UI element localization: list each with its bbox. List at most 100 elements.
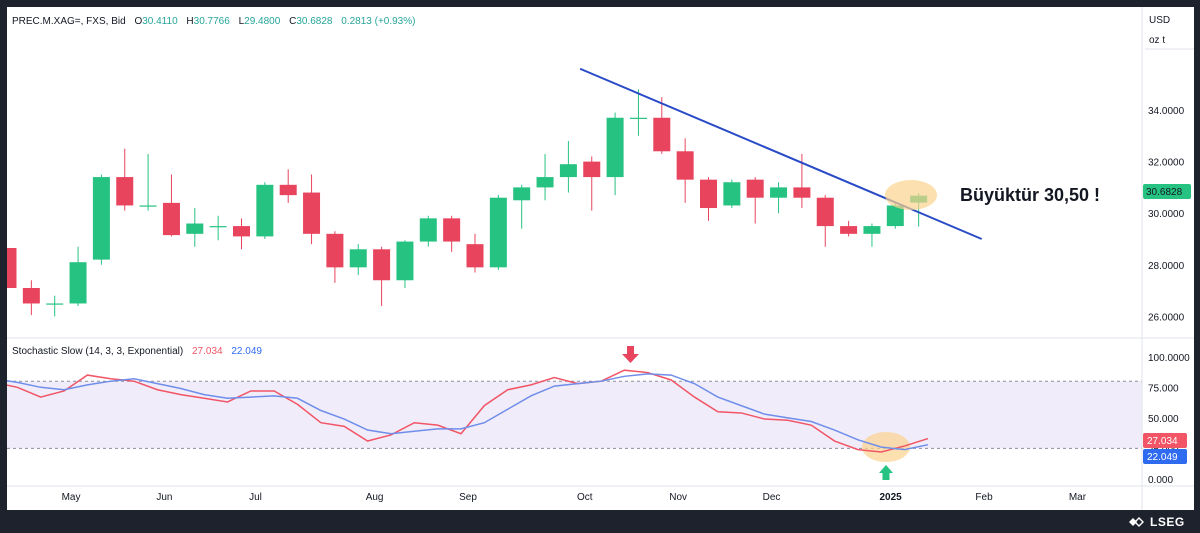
symbol-label: PREC.M.XAG=, FXS, Bid <box>12 16 126 27</box>
price-tick-label: 28.0000 <box>1148 261 1185 272</box>
stoch-tick-label: 100.0000 <box>1148 353 1190 364</box>
candle <box>770 182 788 214</box>
time-tick-label: Nov <box>669 492 687 503</box>
time-tick-label: May <box>62 492 81 503</box>
candle <box>583 156 601 211</box>
candle-body <box>419 218 437 242</box>
candle <box>7 248 17 288</box>
d-value-label: 22.049 <box>1147 452 1178 463</box>
breakout-highlight <box>885 180 937 210</box>
stoch-k-line <box>7 369 929 453</box>
open-value: 30.4110 <box>142 16 178 27</box>
candle <box>466 233 484 273</box>
candle <box>46 295 64 317</box>
k-value-label: 27.034 <box>1147 436 1178 447</box>
time-tick-label: Mar <box>1069 492 1087 503</box>
lseg-logo-icon <box>1129 517 1144 527</box>
stoch-tick-label: 50.000 <box>1148 414 1179 425</box>
candle <box>676 138 694 203</box>
trend-line <box>579 67 983 240</box>
candle-body <box>583 161 601 178</box>
time-tick-label: Jul <box>249 492 262 503</box>
candle-body <box>116 177 134 206</box>
watermark-text: LSEG <box>1150 515 1185 529</box>
time-axis: May Jun Jul Aug Sep Oct Nov Dec 2025 Feb Mar <box>62 492 1087 503</box>
candle-body <box>46 303 64 305</box>
candle-body <box>886 205 904 227</box>
time-tick-label: Sep <box>459 492 477 503</box>
candle <box>186 208 204 247</box>
chart-svg[interactable]: 26.0000 28.0000 30.0000 32.0000 34.0000 0.00… <box>7 7 1194 510</box>
candle-body <box>840 226 858 234</box>
candle-body <box>69 262 87 304</box>
candle-body <box>186 223 204 234</box>
down-arrow-icon <box>622 346 639 363</box>
candle <box>303 174 321 245</box>
candle-body <box>303 192 321 234</box>
candle <box>606 112 624 196</box>
candle <box>279 169 297 203</box>
stoch-d-line <box>7 373 929 451</box>
high-value: 30.7766 <box>194 16 231 27</box>
candle-body <box>349 249 367 268</box>
change-value: 0.2813 (+0.93%) <box>341 16 415 27</box>
candle-body <box>396 241 414 281</box>
candle-body <box>466 244 484 268</box>
candle-body <box>559 164 577 178</box>
k-value-badge <box>1143 433 1187 448</box>
candle <box>816 195 834 247</box>
candle <box>256 182 274 239</box>
stoch-d-legend: 22.049 <box>231 346 262 357</box>
candle-body <box>139 205 157 207</box>
candle <box>886 202 904 229</box>
candle-body <box>326 233 344 268</box>
time-tick-label: Oct <box>577 492 593 503</box>
candle <box>536 153 554 201</box>
time-tick-label: Dec <box>763 492 781 503</box>
candle <box>22 280 40 316</box>
candle <box>92 174 110 265</box>
candle-body <box>443 218 461 242</box>
stoch-legend: Stochastic Slow (14, 3, 3, Exponential) … <box>12 346 262 357</box>
candle-body <box>536 177 554 188</box>
candle-body <box>233 226 250 237</box>
time-tick-label: Jun <box>156 492 172 503</box>
candle <box>629 89 647 136</box>
candle-body <box>92 177 110 260</box>
lseg-watermark: LSEG <box>1128 513 1185 531</box>
candle-body <box>863 226 881 234</box>
time-tick-label: Aug <box>366 492 384 503</box>
up-arrow-icon <box>879 465 893 480</box>
time-tick-label: 2025 <box>880 492 903 503</box>
candle <box>700 177 717 221</box>
candle <box>559 140 577 193</box>
price-axis: 26.0000 28.0000 30.0000 32.0000 34.0000 <box>1148 106 1185 323</box>
stoch-lines-group <box>7 369 929 453</box>
stoch-tick-label: 0.000 <box>1148 475 1173 486</box>
candle-body <box>700 179 717 209</box>
time-tick-label: Feb <box>975 492 993 503</box>
candle <box>139 153 157 211</box>
candle-body <box>373 249 391 281</box>
close-label: C <box>289 16 296 27</box>
stoch-tick-label: 75.000 <box>1148 383 1179 394</box>
stoch-title: Stochastic Slow (14, 3, 3, Exponential) <box>12 346 183 357</box>
currency-label: USD <box>1149 15 1170 26</box>
candle-body <box>629 117 647 119</box>
low-label: L <box>239 16 245 27</box>
candle-body <box>770 187 788 198</box>
candle <box>653 97 671 154</box>
candle <box>326 231 344 283</box>
annotation-text: Büyüktür 30,50 ! <box>960 185 1100 205</box>
ohlc-legend: PREC.M.XAG=, FXS, Bid O30.4110 H30.7766 … <box>12 16 415 27</box>
candle-body <box>256 184 274 237</box>
candle <box>349 244 367 276</box>
candle <box>162 174 180 237</box>
candle-body <box>816 197 834 227</box>
candle <box>840 220 858 237</box>
price-tick-label: 26.0000 <box>1148 312 1185 323</box>
candle <box>69 246 87 307</box>
candle <box>863 223 881 247</box>
candle-body <box>793 187 811 198</box>
